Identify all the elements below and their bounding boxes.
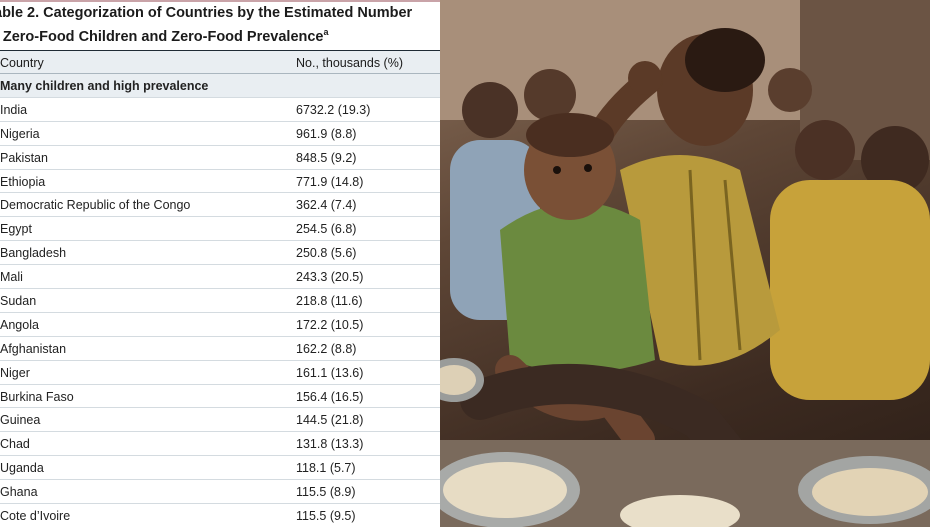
table-title-line-1: able 2. Categorization of Countries by t…	[0, 5, 413, 21]
column-header-value: No., thousands (%)	[296, 56, 403, 70]
table-row: Nigeria 961.9 (8.8)	[0, 122, 440, 146]
table-body: Many children and high prevalence India 6…	[0, 74, 440, 527]
cell-value: 156.4 (16.5)	[296, 389, 364, 404]
cell-value: 115.5 (9.5)	[296, 509, 356, 524]
table-row: Bangladesh 250.8 (5.6)	[0, 241, 440, 266]
table-header: Country No., thousands (%)	[0, 50, 440, 74]
cell-value: 162.2 (8.8)	[296, 341, 357, 356]
photo-children-eating	[440, 0, 930, 527]
column-header-country: Country	[0, 56, 44, 70]
cell-value: 6732.2 (19.3)	[296, 102, 371, 117]
table-row: Pakistan 848.5 (9.2)	[0, 146, 440, 170]
cell-country: Niger	[0, 365, 30, 380]
cell-country: Afghanistan	[0, 341, 67, 356]
table-row: Angola 172.2 (10.5)	[0, 313, 440, 337]
cell-country: Cote d’Ivoire	[0, 509, 71, 524]
cell-country: Ghana	[0, 485, 38, 500]
table-row: Niger 161.1 (13.6)	[0, 361, 440, 385]
cell-value: 771.9 (14.8)	[296, 174, 364, 189]
table-title: able 2. Categorization of Countries by t…	[0, 4, 440, 47]
cell-value: 250.8 (5.6)	[296, 246, 357, 261]
cell-value: 254.5 (6.8)	[296, 222, 357, 237]
cell-country: India	[0, 102, 28, 117]
table-panel: able 2. Categorization of Countries by t…	[0, 0, 440, 527]
table-row: Chad 131.8 (13.3)	[0, 432, 440, 457]
cell-value: 362.4 (7.4)	[296, 198, 357, 213]
cell-value: 131.8 (13.3)	[296, 437, 364, 452]
cell-country: Guinea	[0, 413, 41, 428]
table-row: Sudan 218.8 (11.6)	[0, 289, 440, 313]
cell-value: 144.5 (21.8)	[296, 413, 364, 428]
table-row: Afghanistan 162.2 (8.8)	[0, 337, 440, 361]
cell-country: Pakistan	[0, 150, 48, 165]
cell-value: 172.2 (10.5)	[296, 317, 364, 332]
cell-value: 961.9 (8.8)	[296, 126, 357, 141]
cell-country: Bangladesh	[0, 246, 67, 261]
cell-country: Egypt	[0, 222, 32, 237]
cell-value: 848.5 (9.2)	[296, 150, 357, 165]
cell-country: Uganda	[0, 461, 44, 476]
cell-value: 218.8 (11.6)	[296, 294, 363, 309]
cell-country: Sudan	[0, 294, 37, 309]
table-title-line-2: f Zero-Food Children and Zero-Food Preva…	[0, 23, 440, 47]
table-row: Mali 243.3 (20.5)	[0, 265, 440, 290]
group-row: Many children and high prevalence	[0, 74, 440, 98]
table-row: Egypt 254.5 (6.8)	[0, 217, 440, 242]
table-row: Democratic Republic of the Congo 362.4 (7…	[0, 193, 440, 218]
title-rule	[0, 0, 440, 2]
cell-value: 243.3 (20.5)	[296, 270, 364, 285]
table-row: Burkina Faso 156.4 (16.5)	[0, 385, 440, 409]
cell-country: Democratic Republic of the Congo	[0, 198, 191, 213]
table-title-line-2-text: f Zero-Food Children and Zero-Food Preva…	[0, 28, 324, 45]
cell-value: 118.1 (5.7)	[296, 461, 356, 476]
table-row: Ethiopia 771.9 (14.8)	[0, 170, 440, 194]
table-row: Ghana 115.5 (8.9)	[0, 480, 440, 505]
table-row: Uganda 118.1 (5.7)	[0, 456, 440, 481]
photo-illustration	[440, 0, 930, 527]
cell-country: Mali	[0, 270, 23, 285]
cell-country: Ethiopia	[0, 174, 46, 189]
table-row: India 6732.2 (19.3)	[0, 98, 440, 122]
cell-country: Chad	[0, 437, 30, 452]
table-row: Guinea 144.5 (21.8)	[0, 408, 440, 433]
cell-value: 161.1 (13.6)	[296, 365, 364, 380]
cell-value: 115.5 (8.9)	[296, 485, 356, 500]
table-row: Cote d’Ivoire 115.5 (9.5)	[0, 504, 440, 527]
cell-country: Nigeria	[0, 126, 40, 141]
group-label: Many children and high prevalence	[0, 79, 209, 93]
cell-country: Burkina Faso	[0, 389, 74, 404]
title-footnote-marker: a	[323, 27, 329, 37]
cell-country: Angola	[0, 317, 39, 332]
